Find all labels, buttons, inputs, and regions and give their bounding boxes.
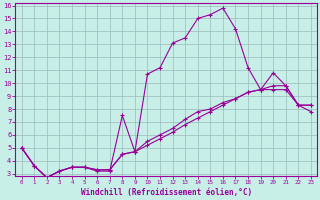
- X-axis label: Windchill (Refroidissement éolien,°C): Windchill (Refroidissement éolien,°C): [81, 188, 252, 197]
